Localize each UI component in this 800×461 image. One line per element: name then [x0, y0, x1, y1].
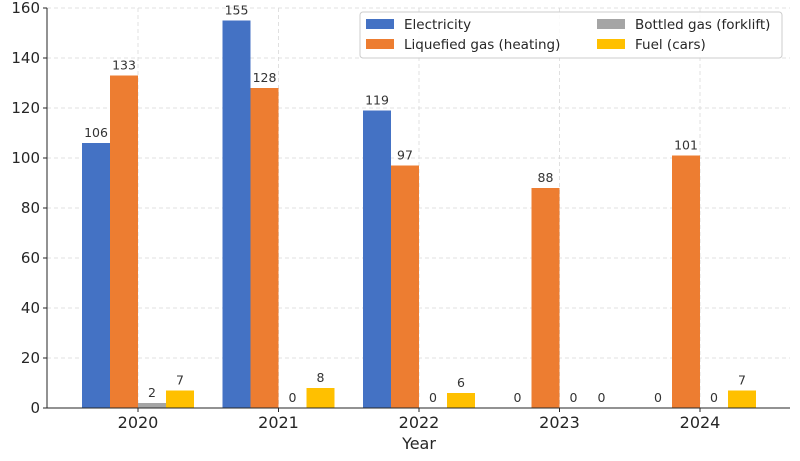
legend-box	[359, 11, 783, 59]
bar-value-label: 8	[317, 370, 325, 385]
bar-value-label: 97	[397, 148, 413, 163]
legend-swatch	[597, 19, 625, 29]
bar-value-label: 0	[429, 390, 437, 405]
bar	[138, 403, 166, 408]
y-tick-label: 140	[11, 49, 40, 67]
y-tick-label: 60	[21, 249, 40, 267]
y-tick-label: 40	[21, 299, 40, 317]
x-tick-label: 2024	[680, 413, 721, 432]
y-tick-label: 0	[30, 399, 40, 417]
bar-value-label: 7	[176, 373, 184, 388]
bar-value-label: 0	[710, 390, 718, 405]
data-labels: 106 155 119 0 0 133 128 97 88 101 2 0 0 0 0 7 8 6 0 7	[84, 3, 746, 406]
bar	[728, 390, 756, 408]
legend-label: Bottled gas (forklift)	[635, 17, 770, 33]
y-tick-label: 20	[21, 349, 40, 367]
bar	[447, 393, 475, 408]
x-axis-title: Year	[401, 434, 436, 453]
bar-value-label: 7	[738, 373, 746, 388]
legend-label: Fuel (cars)	[635, 37, 706, 53]
bar	[166, 390, 194, 408]
legend-swatch	[366, 19, 394, 29]
bar-value-label: 2	[148, 385, 156, 400]
legend-swatch	[366, 39, 394, 49]
bar-value-label: 0	[289, 390, 297, 405]
bar-value-label: 119	[365, 93, 389, 108]
bar-value-label: 101	[674, 138, 698, 153]
bar-value-label: 0	[514, 390, 522, 405]
bar	[82, 143, 110, 408]
x-tick-label: 2022	[399, 413, 440, 432]
legend-swatch	[597, 39, 625, 49]
x-tick-label: 2020	[118, 413, 159, 432]
bar-value-label: 6	[457, 375, 465, 390]
bar-value-label: 88	[538, 170, 554, 185]
bar	[672, 155, 700, 408]
bar	[250, 88, 279, 408]
bar-value-label: 106	[84, 125, 108, 140]
y-tick-label: 80	[21, 199, 40, 217]
legend: Electricity Liquefied gas (heating) Bottle…	[359, 11, 783, 59]
bar	[110, 75, 138, 408]
legend-label: Electricity	[404, 17, 471, 33]
bar	[306, 388, 335, 408]
bar-value-label: 128	[253, 70, 277, 85]
bars	[82, 20, 756, 408]
bar-value-label: 0	[598, 390, 606, 405]
legend-label: Liquefied gas (heating)	[404, 37, 560, 53]
x-tick-label: 2021	[258, 413, 299, 432]
bar-value-label: 0	[654, 390, 662, 405]
bar	[222, 20, 251, 408]
bar-value-label: 133	[112, 58, 136, 73]
bar	[531, 188, 560, 408]
bar-value-label: 0	[570, 390, 578, 405]
bar	[363, 110, 391, 408]
bar	[391, 165, 419, 408]
x-tick-label: 2023	[539, 413, 580, 432]
y-tick-label: 160	[11, 0, 40, 17]
y-tick-label: 120	[11, 99, 40, 117]
bar-value-label: 155	[225, 3, 249, 18]
y-tick-label: 100	[11, 149, 40, 167]
